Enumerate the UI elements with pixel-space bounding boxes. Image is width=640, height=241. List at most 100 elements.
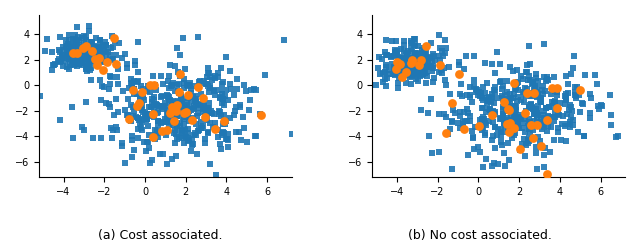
Point bbox=[497, 84, 508, 87]
Point bbox=[636, 123, 640, 127]
Point bbox=[214, 96, 225, 100]
Point bbox=[509, 92, 519, 96]
Point bbox=[403, 63, 413, 67]
Point bbox=[158, 82, 168, 86]
Point bbox=[412, 64, 422, 68]
Point bbox=[98, 44, 108, 48]
Point bbox=[392, 60, 402, 64]
Point bbox=[524, 123, 534, 127]
Point bbox=[90, 52, 100, 56]
Point bbox=[81, 35, 92, 39]
Point bbox=[202, 118, 212, 122]
Point bbox=[536, 122, 546, 126]
Point bbox=[572, 85, 582, 89]
Point bbox=[182, 115, 193, 119]
Point bbox=[74, 43, 84, 47]
Point bbox=[585, 111, 595, 115]
Point bbox=[138, 110, 148, 114]
Point bbox=[220, 94, 230, 98]
Point bbox=[467, 100, 477, 104]
Point bbox=[170, 121, 180, 125]
Point bbox=[519, 100, 529, 104]
Point bbox=[179, 87, 189, 90]
Point bbox=[536, 127, 547, 131]
Point bbox=[152, 135, 163, 139]
Point bbox=[155, 104, 165, 107]
Point bbox=[219, 131, 229, 135]
Point bbox=[410, 43, 420, 47]
Point bbox=[422, 56, 433, 60]
Point bbox=[374, 55, 384, 59]
Point bbox=[571, 96, 581, 100]
Point bbox=[65, 63, 76, 67]
Point bbox=[124, 117, 134, 121]
Point bbox=[107, 34, 117, 38]
Point bbox=[111, 75, 122, 79]
Point bbox=[239, 83, 249, 87]
Point bbox=[552, 108, 563, 112]
Point bbox=[175, 72, 185, 76]
Point bbox=[84, 44, 94, 48]
Point bbox=[179, 77, 189, 81]
Point bbox=[77, 46, 88, 50]
Point bbox=[53, 59, 63, 63]
Point bbox=[523, 141, 533, 145]
Point bbox=[78, 57, 88, 61]
Point bbox=[113, 82, 123, 86]
Point bbox=[419, 65, 429, 68]
Point bbox=[410, 53, 420, 56]
Point bbox=[183, 115, 193, 119]
Point bbox=[117, 141, 127, 145]
Point bbox=[175, 101, 186, 105]
Point bbox=[123, 97, 133, 101]
Point bbox=[58, 54, 68, 57]
Point bbox=[181, 135, 191, 139]
Point bbox=[611, 135, 621, 139]
Point bbox=[412, 73, 422, 76]
Point bbox=[408, 65, 419, 68]
Point bbox=[132, 127, 143, 131]
Point bbox=[521, 70, 531, 74]
Point bbox=[58, 64, 68, 68]
Point bbox=[73, 53, 83, 57]
Point bbox=[563, 91, 573, 95]
Point bbox=[204, 84, 214, 87]
Point bbox=[463, 153, 474, 157]
Point bbox=[124, 86, 134, 89]
Point bbox=[435, 63, 445, 67]
Point bbox=[450, 111, 460, 115]
Point bbox=[513, 115, 523, 119]
Point bbox=[470, 87, 481, 91]
Point bbox=[198, 96, 208, 100]
Point bbox=[386, 54, 396, 58]
Point bbox=[166, 120, 177, 124]
Point bbox=[490, 126, 500, 129]
Point bbox=[580, 73, 591, 77]
Point bbox=[573, 130, 584, 134]
Point bbox=[181, 111, 191, 115]
Point bbox=[428, 64, 438, 68]
Point bbox=[74, 47, 84, 51]
Point bbox=[393, 81, 403, 85]
Point bbox=[172, 108, 182, 112]
Point bbox=[108, 128, 118, 132]
Point bbox=[107, 59, 117, 62]
Point bbox=[120, 161, 130, 165]
Point bbox=[195, 79, 205, 82]
Point bbox=[130, 63, 140, 67]
Point bbox=[193, 111, 203, 115]
Point bbox=[188, 118, 198, 122]
Point bbox=[203, 66, 213, 70]
Point bbox=[536, 97, 546, 101]
Point bbox=[161, 133, 172, 137]
Point bbox=[463, 111, 474, 115]
Point bbox=[481, 96, 492, 100]
Point bbox=[180, 67, 190, 71]
Point bbox=[511, 81, 522, 85]
Point bbox=[559, 124, 570, 128]
Point bbox=[40, 49, 51, 53]
Point bbox=[215, 88, 225, 92]
Point bbox=[457, 94, 467, 98]
Point bbox=[404, 63, 415, 67]
Point bbox=[512, 99, 522, 103]
